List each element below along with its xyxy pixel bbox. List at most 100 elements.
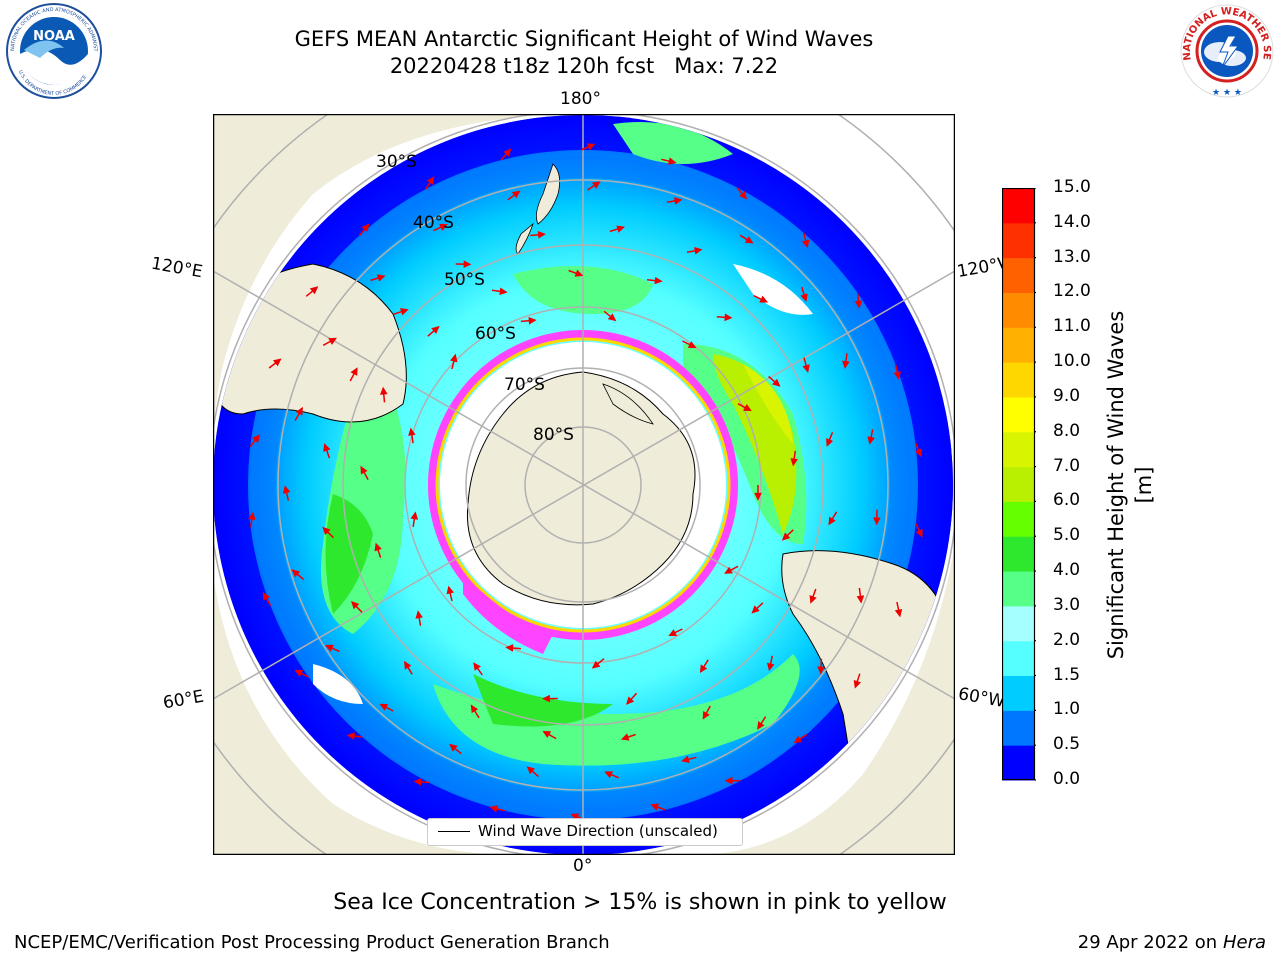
colorbar-block (1002, 292, 1035, 328)
colorbar-tick-label: 13.0 (1053, 246, 1091, 267)
wind-arrow-head (252, 434, 261, 443)
wind-arrow-head (654, 276, 663, 285)
colorbar-tick-label: 6.0 (1053, 490, 1081, 511)
wind-arrow-head (291, 569, 301, 578)
lon-label-60e: 60°E (161, 686, 206, 714)
wind-arrow-head (856, 595, 865, 604)
wind-arrow-head (248, 511, 256, 521)
colorbar-block (1002, 675, 1035, 711)
colorbar-tick-label: 1.5 (1053, 664, 1081, 685)
legend-line-swatch (438, 831, 470, 832)
wind-arrow-head (616, 225, 625, 233)
wind-arrow-head (873, 517, 881, 526)
colorbar-tick-label: 15.0 (1053, 177, 1091, 197)
colorbar-tick-label: 14.0 (1053, 211, 1091, 232)
colorbar-tick-label: 8.0 (1053, 420, 1081, 441)
wind-arrow-head (674, 197, 683, 205)
colorbar-block (1002, 605, 1035, 642)
wind-arrow-head (766, 662, 775, 672)
wind-arrow-head (667, 157, 677, 165)
wind-arrow-head (408, 427, 416, 436)
wind-arrow-head (694, 247, 703, 255)
wind-arrow-head (489, 805, 499, 813)
lat-label-40s: 40°S (413, 213, 454, 233)
colorbar-block (1002, 362, 1035, 398)
wind-arrow-head (592, 181, 601, 189)
sea-ice-note: Sea Ice Concentration > 15% is shown in … (333, 890, 947, 915)
wind-arrow-head (790, 458, 799, 467)
wind-arrow-head (446, 585, 454, 595)
colorbar-tick-label: 10.0 (1053, 351, 1091, 372)
wind-arrow-head (294, 669, 304, 677)
wind-arrow-head (328, 337, 338, 345)
wind-arrow-head (431, 325, 440, 334)
colorbar-block (1002, 536, 1035, 572)
colorbar-tick-label: 11.0 (1053, 316, 1091, 337)
wind-arrow-head (361, 223, 370, 232)
wind-arrow-head (403, 660, 412, 670)
wind-arrow-head (503, 148, 512, 157)
colorbar-tick-label: 7.0 (1053, 455, 1081, 476)
wind-arrow-head (809, 595, 817, 604)
wind-arrow-head (413, 778, 422, 786)
colorbar-tick-label: 3.0 (1053, 594, 1081, 615)
lon-label-180: 180° (560, 89, 601, 109)
footer-host: Hera (1222, 932, 1266, 953)
wind-arrow-head (801, 239, 810, 249)
colorbar-block (1002, 396, 1035, 433)
wind-arrow-head (914, 448, 922, 458)
wind-arrow-head (668, 629, 678, 636)
lat-label-70s: 70°S (504, 375, 545, 395)
wind-arrows (248, 143, 923, 821)
wind-arrow-head (607, 313, 617, 322)
lon-label-0: 0° (573, 856, 593, 876)
footer-credit: NCEP/EMC/Verification Post Processing Pr… (14, 932, 610, 953)
wind-arrow-head (439, 223, 448, 231)
wind-arrow-head (842, 360, 850, 369)
wind-arrow-head (379, 703, 389, 711)
wind-arrow-head (681, 755, 690, 763)
lat-label-60s: 60°S (475, 324, 516, 344)
wind-arrow-head (867, 436, 875, 445)
wind-arrow-head (751, 605, 760, 614)
wind-arrow-head (793, 735, 803, 744)
wind-arrow-head (374, 542, 382, 552)
legend-label: Wind Wave Direction (unscaled) (478, 822, 718, 840)
wind-arrow-head (757, 721, 765, 730)
wind-arrow-head (379, 386, 388, 395)
wind-arrow-head (350, 367, 358, 376)
colorbar-tick-label: 2.0 (1053, 629, 1081, 650)
wind-arrow-head (450, 353, 458, 363)
wind-arrow-head (426, 176, 435, 185)
wind-arrow-head (817, 666, 825, 675)
wind-arrow-head (323, 443, 331, 452)
colorbar-block (1002, 431, 1035, 468)
wind-arrow-head (528, 316, 537, 325)
wind-arrow-head (537, 230, 546, 239)
wind-arrow-head (272, 358, 282, 367)
colorbar-tick-label: 5.0 (1053, 525, 1081, 546)
colorbar-block (1002, 466, 1035, 502)
colorbar-block (1002, 222, 1035, 259)
wind-arrow-head (699, 664, 708, 674)
wind-arrow-head (893, 371, 902, 380)
colorbar-block (1002, 745, 1035, 781)
colorbar-block (1002, 188, 1035, 224)
wind-arrow-head (542, 730, 552, 738)
title-line-1: GEFS MEAN Antarctic Significant Height o… (294, 27, 874, 51)
wind-arrow-head (604, 771, 613, 779)
wind-arrow-head (586, 143, 596, 151)
wind-arrow-head (470, 704, 479, 714)
wind-arrow-head (687, 341, 697, 348)
wind-arrow-head (295, 406, 303, 416)
wind-arrow-head (262, 591, 270, 601)
wind-arrow-head (915, 528, 923, 538)
wind-arrow-head (350, 600, 360, 610)
wind-arrow-head (499, 287, 508, 295)
colorbar-block (1002, 710, 1035, 746)
lat-label-30s: 30°S (376, 152, 417, 172)
footer-date: 29 Apr 2022 on Hera (1078, 932, 1266, 953)
nws-logo: NATIONAL WEATHER SERVICE ★ ★ ★ (1172, 0, 1278, 104)
colorbar-tick-label: 1.0 (1053, 699, 1081, 720)
wind-arrow-head (828, 516, 836, 526)
